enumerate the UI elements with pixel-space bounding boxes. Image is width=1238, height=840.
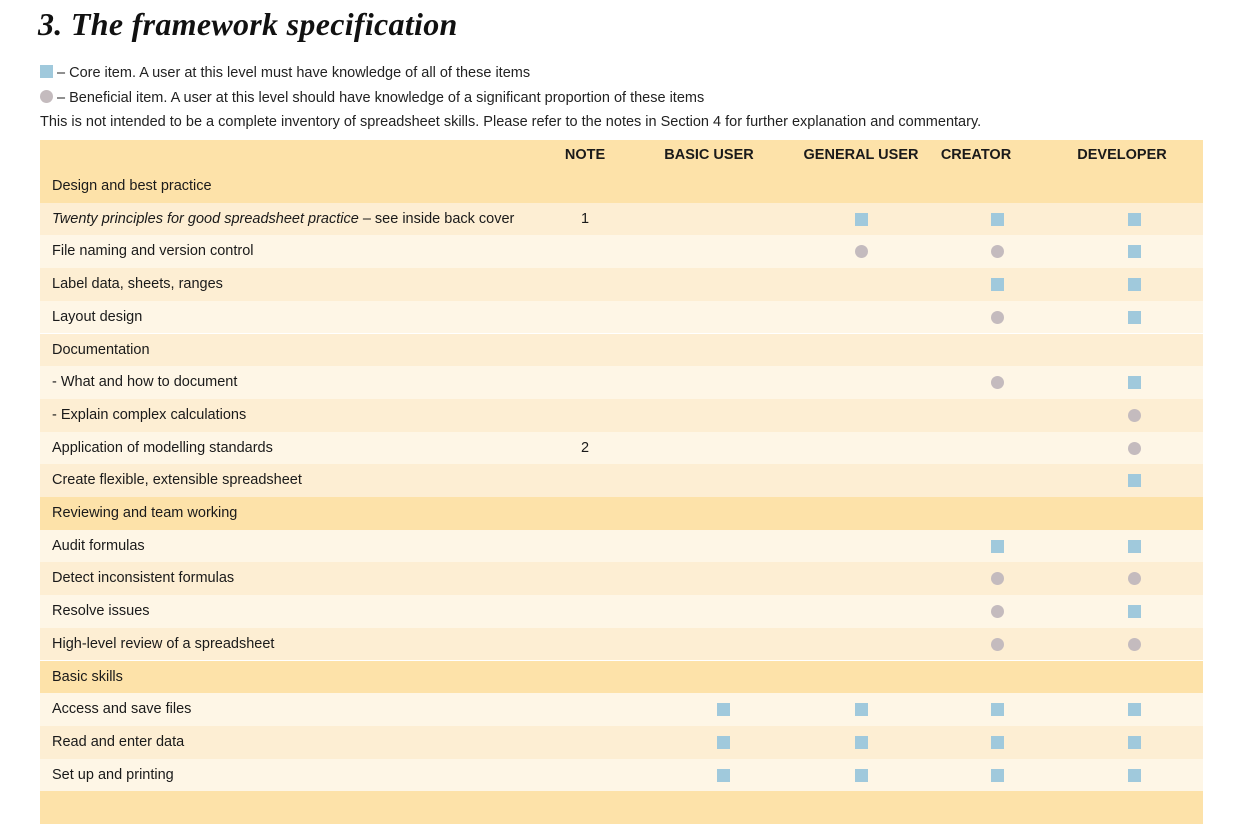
core-square-icon-general-user (854, 212, 868, 226)
core-square-icon-developer (1127, 310, 1141, 324)
core-square-icon-developer (1127, 278, 1141, 292)
core-square-icon-creator (990, 768, 1004, 782)
row-label: Resolve issues (52, 603, 150, 620)
table-row: Read and enter data (40, 725, 1203, 759)
core-square-icon-developer (1127, 605, 1141, 619)
core-square-icon-creator (990, 539, 1004, 553)
table-row: Layout design (40, 300, 1203, 334)
beneficial-circle-icon-developer (1127, 441, 1141, 455)
core-square-icon-creator (990, 735, 1004, 749)
beneficial-circle-icon-general-user (854, 245, 868, 259)
column-header-basic-user: BASIC USER (664, 147, 754, 163)
legend-note: This is not intended to be a complete in… (40, 114, 982, 130)
core-square-icon-basic-user (716, 735, 730, 749)
section-row: Basic skills (40, 660, 1203, 694)
row-label: - What and how to document (52, 374, 238, 391)
beneficial-circle-icon-developer (1127, 637, 1141, 651)
beneficial-circle-icon-developer (1127, 408, 1141, 422)
beneficial-circle-icon-developer (1127, 572, 1141, 586)
core-square-icon-developer (1127, 474, 1141, 488)
column-header-note: NOTE (564, 147, 606, 163)
core-square-icon-creator (990, 703, 1004, 717)
table-row: - Explain complex calculations (40, 398, 1203, 432)
core-square-icon-developer (1127, 703, 1141, 717)
table-row: - What and how to document (40, 366, 1203, 399)
column-header-general-user: GENERAL USER (803, 147, 919, 163)
table-row: Access and save files (40, 693, 1203, 726)
core-square-icon-developer (1127, 539, 1141, 553)
row-label: Access and save files (52, 701, 192, 718)
table-row: Label data, sheets, ranges (40, 268, 1203, 301)
beneficial-circle-icon (40, 90, 53, 103)
framework-table: NOTE BASIC USER GENERAL USER CREATOR DEV… (40, 140, 1203, 840)
beneficial-circle-icon-creator (990, 572, 1004, 586)
core-square-icon-general-user (854, 703, 868, 717)
row-label-suffix: – see inside back cover (358, 210, 515, 227)
core-square-icon-basic-user (716, 703, 730, 717)
core-square-icon-developer (1127, 245, 1141, 259)
table-row: Twenty principles for good spreadsheet p… (40, 202, 1203, 236)
beneficial-circle-icon-creator (990, 245, 1004, 259)
row-label: Application of modelling standards (52, 439, 273, 456)
section-label: Reviewing and team working (52, 505, 238, 521)
beneficial-circle-icon-creator (990, 376, 1004, 390)
table-row: Create flexible, extensible spreadsheet (40, 464, 1203, 497)
page-title: 3. The framework specification (38, 6, 458, 42)
core-square-icon-general-user (854, 735, 868, 749)
row-label: Audit formulas (52, 537, 145, 554)
core-square-icon-creator (990, 212, 1004, 226)
table-row: High-level review of a spreadsheet (40, 627, 1203, 661)
row-label-italic: Twenty principles for good spreadsheet p… (52, 210, 359, 227)
section-label: Basic skills (52, 668, 123, 685)
row-note: 2 (580, 439, 590, 456)
core-square-icon (40, 65, 53, 78)
core-square-icon-developer (1127, 768, 1141, 782)
row-label: - Explain complex calculations (52, 406, 247, 423)
row-label: Create flexible, extensible spreadsheet (52, 472, 302, 489)
core-square-icon-developer (1127, 212, 1141, 226)
section-label: Design and best practice (52, 178, 212, 194)
core-square-icon-creator (990, 278, 1004, 292)
row-label: Label data, sheets, ranges (52, 276, 223, 293)
legend-beneficial: – Beneficial item. A user at this level … (40, 90, 704, 106)
table-row: Documentation (40, 333, 1203, 367)
beneficial-circle-icon-creator (990, 637, 1004, 651)
row-label: Twenty principles for good spreadsheet p… (52, 211, 514, 227)
section-row (40, 791, 1203, 824)
table-row: Resolve issues (40, 595, 1203, 628)
row-label: File naming and version control (52, 243, 254, 260)
core-square-icon-developer (1127, 376, 1141, 390)
column-header-creator: CREATOR (940, 147, 1012, 163)
legend-core-text: – Core item. A user at this level must h… (57, 65, 531, 81)
beneficial-circle-icon-creator (990, 605, 1004, 619)
beneficial-circle-icon-creator (990, 310, 1004, 324)
row-label: Read and enter data (52, 733, 185, 750)
row-label: High-level review of a spreadsheet (52, 635, 275, 652)
table-row: Application of modelling standards 2 (40, 431, 1203, 465)
legend-beneficial-text: – Beneficial item. A user at this level … (57, 90, 705, 106)
row-label: Documentation (52, 341, 150, 358)
row-label: Layout design (52, 308, 143, 325)
row-label: Set up and printing (52, 766, 174, 783)
core-square-icon-developer (1127, 735, 1141, 749)
section-row: Design and best practice (40, 170, 1203, 203)
table-row: File naming and version control (40, 235, 1203, 269)
section-row: Reviewing and team working (40, 497, 1203, 530)
table-row: Audit formulas (40, 529, 1203, 563)
core-square-icon-basic-user (716, 768, 730, 782)
legend-core: – Core item. A user at this level must h… (40, 65, 530, 81)
table-row: Set up and printing (40, 758, 1203, 792)
table-row: Detect inconsistent formulas (40, 562, 1203, 596)
row-note: 1 (580, 210, 590, 227)
table-header: NOTE BASIC USER GENERAL USER CREATOR DEV… (40, 140, 1203, 170)
row-label: Detect inconsistent formulas (52, 570, 235, 587)
core-square-icon-general-user (854, 768, 868, 782)
column-header-developer: DEVELOPER (1077, 147, 1167, 163)
